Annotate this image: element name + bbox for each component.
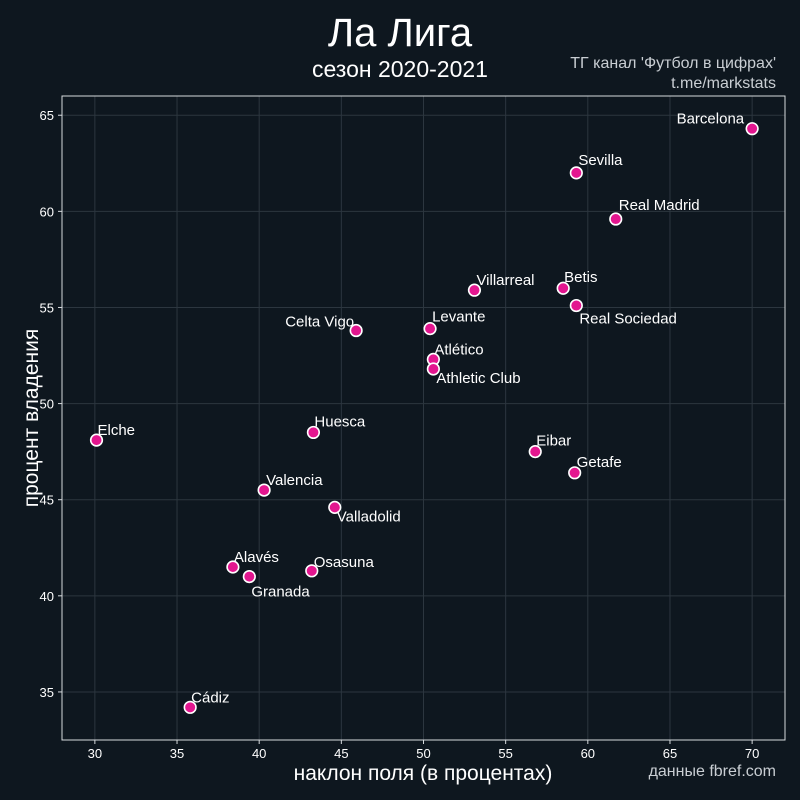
point-label-real-sociedad: Real Sociedad (579, 311, 677, 328)
x-tick-label: 70 (745, 746, 759, 761)
data-point-valencia (257, 483, 271, 497)
x-tick-label: 60 (581, 746, 595, 761)
data-point-huesca (306, 425, 321, 440)
y-tick-label: 65 (40, 108, 54, 123)
y-tick-label: 40 (40, 589, 54, 604)
data-point-real-madrid (609, 212, 623, 226)
x-tick-label: 50 (416, 746, 430, 761)
data-point-valladolid (328, 500, 342, 514)
point-label-betis: Betis (564, 269, 597, 286)
point-label-valladolid: Valladolid (337, 508, 401, 525)
axis-ticks: 30 35 40 45 50 55 60 65 70 35 40 45 50 55 60 65 (40, 108, 760, 761)
data-point-cadiz (183, 700, 197, 714)
point-label-athletic-club: Athletic Club (436, 370, 520, 387)
x-tick-label: 65 (663, 746, 677, 761)
data-point-elche (89, 433, 104, 447)
point-label-sevilla: Sevilla (578, 152, 623, 169)
point-label-valencia: Valencia (266, 472, 323, 489)
data-point-betis (556, 281, 570, 295)
x-tick-label: 35 (170, 746, 184, 761)
point-label-villarreal: Villarreal (476, 272, 534, 289)
x-tick-label: 45 (334, 746, 348, 761)
data-point-real-sociedad (569, 298, 583, 313)
point-label-elche: Elche (98, 422, 136, 439)
x-tick-label: 40 (252, 746, 266, 761)
y-axis-label: процент владения (20, 329, 43, 508)
point-label-getafe: Getafe (577, 454, 622, 471)
point-label-osasuna: Osasuna (314, 554, 375, 571)
point-label-granada: Granada (251, 584, 310, 601)
point-label-levante: Levante (432, 309, 485, 326)
data-point-osasuna (305, 564, 319, 578)
x-axis-label: наклон поля (в процентах) (294, 762, 553, 785)
data-point-villarreal (467, 283, 482, 297)
y-tick-label: 60 (40, 204, 54, 219)
data-point-celta-vigo (349, 323, 363, 338)
x-tick-label: 30 (88, 746, 102, 761)
data-point-granada (242, 569, 256, 584)
point-label-alaves: Alavés (234, 549, 279, 566)
point-label-huesca: Huesca (314, 413, 366, 430)
point-label-eibar: Eibar (536, 433, 571, 450)
data-point-eibar (528, 445, 542, 459)
point-label-atletico: Atlético (434, 341, 483, 358)
credit-channel: ТГ канал 'Футбол в цифрах' (570, 55, 776, 72)
y-tick-label: 45 (40, 493, 54, 508)
point-label-cadiz: Cádiz (191, 689, 229, 706)
data-points (89, 122, 759, 714)
chart-title: Ла Лига (328, 11, 473, 55)
data-point-levante (423, 322, 437, 336)
y-tick-label: 35 (40, 685, 54, 700)
grid (62, 96, 785, 740)
data-point-athletic-club (426, 362, 440, 376)
chart-subtitle: сезон 2020-2021 (312, 56, 488, 82)
point-label-real-madrid: Real Madrid (619, 197, 700, 214)
point-label-barcelona: Barcelona (677, 111, 745, 128)
data-point-alaves (226, 560, 240, 574)
y-tick-label: 55 (40, 300, 54, 315)
point-labels: Barcelona Sevilla Real Madrid Betis Villarre… (98, 111, 745, 707)
data-point-getafe (568, 466, 582, 480)
data-source: данные fbref.com (649, 763, 776, 780)
point-label-celta-vigo: Celta Vigo (285, 314, 354, 331)
data-point-barcelona (745, 122, 759, 136)
data-point-sevilla (569, 166, 583, 180)
y-tick-label: 50 (40, 397, 54, 412)
credit-link: t.me/markstats (671, 75, 776, 92)
x-tick-label: 55 (498, 746, 512, 761)
